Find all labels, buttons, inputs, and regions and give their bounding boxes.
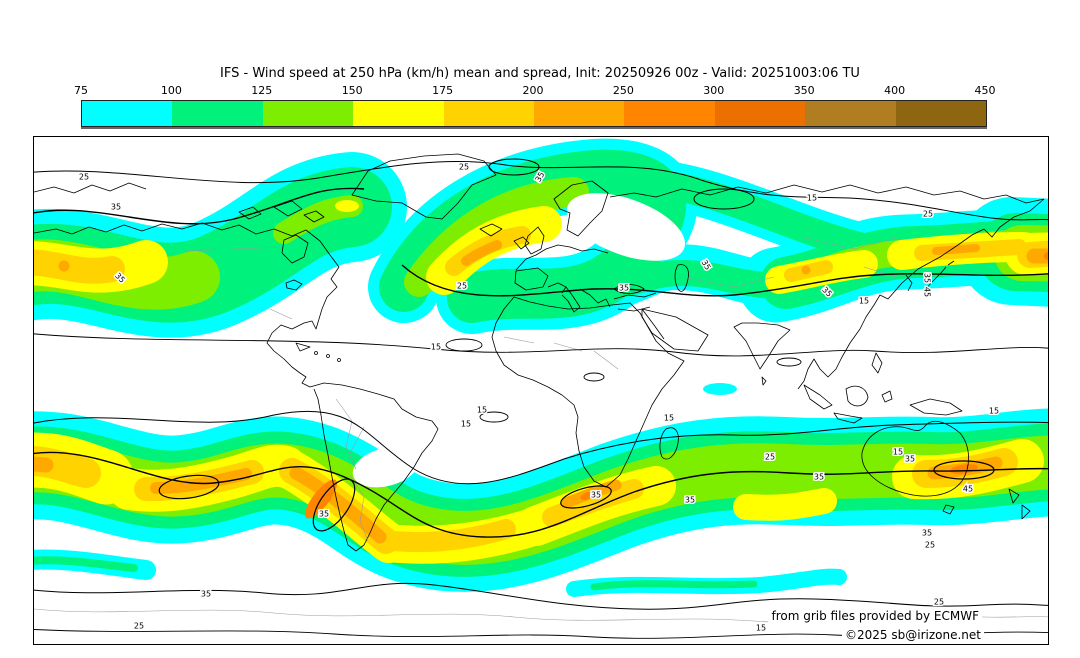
colorbar-segment bbox=[353, 101, 444, 126]
contour-label: 35 bbox=[111, 203, 121, 212]
wind-speed-bands bbox=[34, 138, 1048, 597]
contour-label: 35 bbox=[201, 590, 211, 599]
colorbar-tick: 300 bbox=[703, 84, 725, 97]
contour-label: 35 bbox=[922, 529, 932, 538]
contour-label: 15 bbox=[461, 420, 471, 429]
map-panel: 25 35 35 25 35 25 15 35 35 15 25 35 15 35 45 15 15 15 15 35… bbox=[33, 136, 1049, 645]
contour-label: 15 bbox=[431, 343, 441, 352]
world-map: 2535352535251535351525351535451515151535… bbox=[34, 138, 1048, 639]
colorbar-segment bbox=[534, 101, 625, 126]
colorbar-segment bbox=[82, 101, 173, 126]
spread-contours bbox=[34, 158, 1048, 639]
contour-label: 25 bbox=[934, 598, 944, 607]
colorbar-tick: 75 bbox=[74, 84, 88, 97]
contour-label: 45 bbox=[923, 287, 932, 297]
coastlines bbox=[34, 153, 1048, 623]
colorbar-segment bbox=[624, 101, 715, 126]
contour-label: 35 bbox=[923, 273, 932, 283]
colorbar-segment bbox=[443, 101, 535, 126]
colorbar-segment bbox=[714, 101, 806, 126]
colorbar-tick: 400 bbox=[884, 84, 906, 97]
colorbar-tick: 200 bbox=[522, 84, 544, 97]
contour-label: 15 bbox=[807, 194, 817, 203]
colorbar-tick: 250 bbox=[612, 84, 634, 97]
attribution-source: from grib files provided by ECMWF bbox=[768, 609, 982, 623]
contour-label: 25 bbox=[457, 282, 467, 291]
colorbar-tick: 450 bbox=[974, 84, 996, 97]
contour-label: 15 bbox=[477, 406, 487, 415]
contour-labels: 2535352535251535351525351535451515151535… bbox=[77, 161, 1000, 634]
contour-label: 35 bbox=[319, 510, 329, 519]
contour-label: 25 bbox=[765, 453, 775, 462]
contour-label: 15 bbox=[893, 448, 903, 457]
chart-title: IFS - Wind speed at 250 hPa (km/h) mean … bbox=[220, 66, 860, 81]
contour-label: 25 bbox=[79, 173, 89, 182]
contour-label: 15 bbox=[756, 624, 766, 633]
contour-label: 15 bbox=[989, 407, 999, 416]
contour-label: 25 bbox=[459, 163, 469, 172]
contour-label: 15 bbox=[859, 297, 869, 306]
colorbar-tick: 175 bbox=[432, 84, 454, 97]
colorbar-ticks: 75 100 125 150 175 200 250 300 350 400 450 bbox=[74, 84, 996, 97]
contour-label: 35 bbox=[905, 455, 915, 464]
contour-label: 35 bbox=[619, 284, 629, 293]
contour-label: 45 bbox=[963, 485, 973, 494]
contour-label: 35 bbox=[814, 473, 824, 482]
colorbar-tick: 125 bbox=[251, 84, 273, 97]
colorbar-segment bbox=[895, 101, 987, 126]
contour-label: 25 bbox=[134, 622, 144, 631]
colorbar-tick: 100 bbox=[160, 84, 182, 97]
colorbar-tick: 350 bbox=[793, 84, 815, 97]
colorbar-segment bbox=[262, 101, 354, 126]
colorbar-tick: 150 bbox=[341, 84, 363, 97]
colorbar bbox=[81, 100, 987, 127]
colorbar-segment bbox=[805, 101, 896, 126]
contour-label: 25 bbox=[923, 210, 933, 219]
attribution-copyright: ©2025 sb@irizone.net bbox=[842, 628, 984, 642]
contour-label: 15 bbox=[664, 414, 674, 423]
contour-label: 35 bbox=[591, 491, 601, 500]
contour-label: 25 bbox=[925, 541, 935, 550]
contour-label: 35 bbox=[685, 496, 695, 505]
colorbar-segment bbox=[172, 101, 263, 126]
